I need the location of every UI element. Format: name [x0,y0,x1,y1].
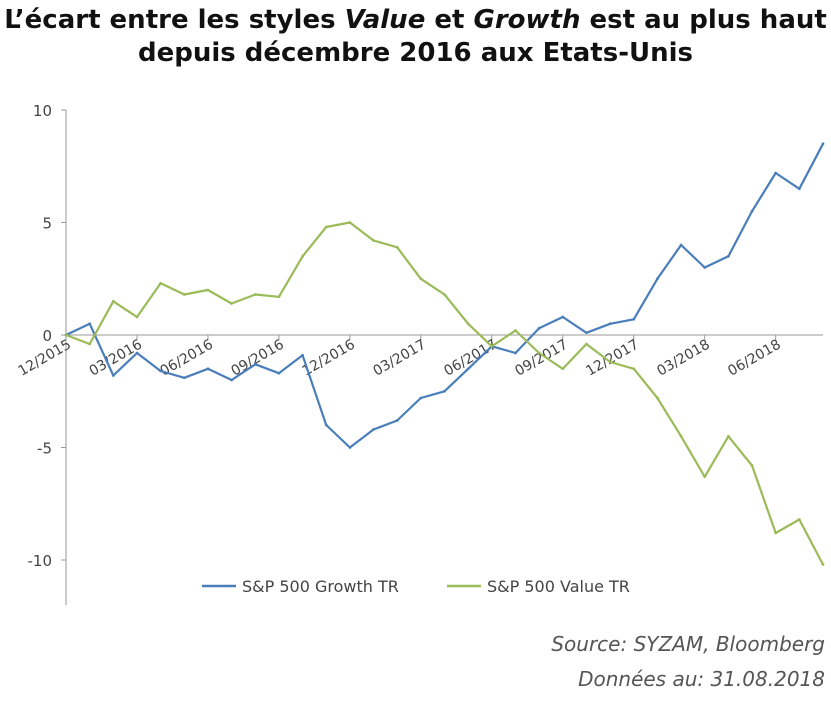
value-data-point [88,342,92,346]
x-tick-label: 03/2018 [654,337,712,380]
growth-data-point [277,371,281,375]
value-data-point [608,360,612,364]
x-tick-label: 12/2017 [583,337,641,380]
value-data-point [585,342,588,346]
value-data-point [679,434,683,438]
growth-data-point [821,142,825,146]
growth-data-point [561,315,565,319]
chart-title: L’écart entre les styles Value et Growth… [0,4,831,70]
value-data-point [301,254,304,258]
title-line-2: depuis décembre 2016 aux Etats-Unis [137,38,694,68]
value-data-point [182,293,186,296]
value-data-point [64,333,68,337]
value-series-line [65,221,824,566]
growth-data-point [679,243,683,247]
value-data-point [561,367,565,371]
x-tick-label: 03/2017 [370,337,428,380]
value-data-point [514,329,517,332]
growth-data-point [585,331,588,335]
value-data-point [253,293,257,296]
title-growth-word: Growth [473,5,581,35]
growth-data-point [372,428,375,431]
title-text-3: est au plus haut [580,5,827,35]
title-text-1: L’écart entre les styles [4,5,345,35]
y-tick-label: 5 [42,215,52,233]
value-data-point [159,281,163,285]
title-line-1: L’écart entre les styles Value et Growth… [0,4,831,37]
growth-data-point [253,362,257,366]
y-tick-label: -5 [37,440,52,458]
growth-data-point [443,389,446,393]
y-tick-label: -10 [28,552,53,570]
value-data-point [230,302,233,305]
value-data-point [797,518,801,521]
value-data-point [277,295,281,299]
value-data-point [324,225,328,229]
legend-label-value: S&P 500 Value TR [487,577,630,596]
value-data-point [395,245,399,249]
x-tick-label: 09/2017 [512,337,570,380]
title-text-2: et [425,5,474,35]
growth-data-point [324,423,328,427]
growth-data-point [348,446,352,449]
value-data-point [656,396,659,400]
value-data-point [443,293,446,296]
growth-data-point [750,209,754,213]
source-note: Source: SYZAM, Bloomberg [551,632,825,656]
title-value-word: Value [344,5,426,35]
legend-label-growth: S&P 500 Growth TR [242,577,399,596]
growth-data-point [395,419,399,422]
growth-data-point [206,367,210,371]
value-data-point [750,464,754,467]
value-data-point [774,531,778,535]
growth-data-point [797,187,801,191]
growth-data-point [88,322,92,326]
value-data-point [490,344,494,348]
growth-data-point [159,369,163,373]
growth-data-point [182,376,186,380]
value-data-point [632,367,636,371]
value-data-point [419,277,423,281]
growth-data-point [656,277,659,281]
value-data-point [111,299,115,303]
growth-data-point [774,171,778,175]
x-tick-label: 06/2017 [441,337,499,380]
value-data-point [466,322,470,326]
growth-data-point [419,396,423,400]
growth-data-point [466,367,470,371]
value-data-point [537,351,541,355]
value-data-point [206,288,210,292]
value-data-point [703,475,707,479]
growth-data-point [230,378,233,382]
growth-data-point [301,353,304,357]
value-data-point [348,221,352,224]
y-tick-label: 10 [33,102,52,120]
growth-data-point [111,374,115,377]
value-data-point [726,434,730,438]
growth-data-point [537,326,541,330]
growth-data-point [514,351,517,355]
y-tick-label: 0 [42,327,52,345]
value-data-point [372,239,375,242]
value-data-point [135,315,139,319]
growth-data-point [608,322,612,326]
growth-data-point [703,266,707,269]
x-tick-label: 06/2018 [725,337,783,380]
growth-data-point [632,317,636,321]
data-date-note: Données au: 31.08.2018 [578,667,825,691]
growth-data-point [135,351,139,355]
value-data-point [821,563,825,566]
growth-data-point [726,254,730,258]
